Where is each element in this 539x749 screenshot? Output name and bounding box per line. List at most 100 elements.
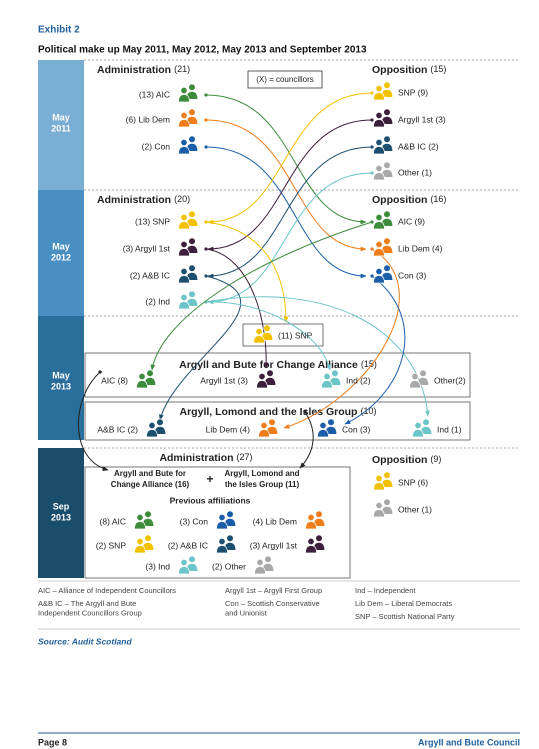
flow-start	[204, 247, 208, 251]
body	[178, 146, 190, 155]
member-label: (3) Argyll 1st	[123, 243, 171, 253]
flow-start	[370, 118, 374, 122]
people-icon	[253, 324, 274, 344]
body	[178, 566, 190, 575]
head	[268, 418, 276, 426]
people-icon	[216, 534, 237, 554]
arrows	[78, 91, 430, 471]
member-label: (2) Other	[212, 561, 246, 571]
head	[375, 267, 383, 276]
people-icon	[178, 210, 199, 230]
body	[178, 94, 190, 103]
head	[307, 537, 315, 546]
member-label: (8) AIC	[100, 516, 126, 526]
member-label: Con (3)	[342, 424, 371, 434]
people-icon	[178, 555, 199, 575]
people-icon	[305, 534, 326, 554]
flow-start	[370, 91, 374, 95]
people-icon	[373, 237, 394, 257]
group-name: Argyll and Bute for	[114, 469, 186, 478]
member-label: Lib Dem (4)	[398, 243, 443, 253]
period-label: Sep	[53, 501, 70, 511]
member-label: (2) SNP	[96, 540, 127, 550]
head	[264, 555, 272, 563]
people-icon	[178, 237, 199, 257]
people-icon	[136, 369, 157, 389]
head	[383, 471, 391, 479]
body	[373, 275, 385, 284]
body	[373, 92, 385, 101]
people-icon	[373, 498, 394, 518]
people-icon	[256, 369, 277, 389]
people-icon	[412, 418, 433, 438]
member-label: (2) A&B IC	[168, 540, 208, 550]
body	[178, 248, 190, 257]
head	[258, 372, 266, 381]
flow-start	[98, 370, 102, 374]
body	[258, 429, 270, 438]
body	[256, 380, 268, 389]
period-band	[38, 448, 84, 578]
head	[148, 421, 156, 430]
period-label: May	[52, 112, 70, 122]
body	[178, 221, 190, 230]
head	[331, 369, 339, 377]
flow-arrow	[205, 146, 367, 279]
flow-start	[370, 247, 374, 251]
body	[216, 545, 228, 554]
head	[383, 81, 391, 89]
head	[375, 111, 383, 120]
body	[321, 380, 333, 389]
head	[218, 537, 226, 546]
head	[256, 558, 264, 567]
member-label: AIC (8)	[101, 375, 128, 385]
heading: Opposition (16)	[372, 194, 446, 206]
head	[383, 264, 391, 272]
people-icon	[134, 510, 155, 530]
people-icon	[216, 510, 237, 530]
head	[188, 555, 196, 563]
people-icon	[373, 81, 394, 101]
people-icon	[373, 264, 394, 284]
head	[375, 213, 383, 222]
member-label: Other (1)	[398, 167, 432, 177]
title: Political make up May 2011, May 2012, Ma…	[38, 45, 367, 56]
flow-arrow	[283, 248, 400, 429]
head	[323, 372, 331, 381]
head	[188, 237, 196, 245]
flow-start	[204, 145, 208, 149]
member-label: Argyll 1st (3)	[200, 375, 248, 385]
people-icon	[373, 471, 394, 491]
flow-arrow	[205, 248, 269, 369]
member-label: A&B IC (2)	[398, 141, 439, 151]
flow-start	[370, 220, 374, 224]
body	[317, 429, 329, 438]
head	[188, 290, 196, 298]
flow-arrow	[158, 275, 242, 421]
flow-arrow	[207, 146, 373, 279]
people-icon	[409, 369, 430, 389]
legend-entry: and Unionist	[225, 608, 268, 617]
member-label: (2) A&B IC	[130, 270, 170, 280]
flow-arrow	[205, 94, 367, 225]
member-label: (13) AIC	[139, 89, 170, 99]
head	[383, 135, 391, 143]
period-band	[38, 316, 84, 440]
member-label: (11) SNP	[278, 330, 313, 340]
flow-arrow	[150, 221, 373, 371]
head	[375, 474, 383, 483]
legend-entry: AIC – Alliance of Independent Councillor…	[38, 586, 176, 595]
body	[146, 429, 158, 438]
heading: Opposition (9)	[372, 454, 441, 466]
key-box	[247, 70, 323, 89]
body	[178, 301, 190, 310]
head	[146, 369, 154, 377]
member-label: A&B IC (2)	[97, 424, 138, 434]
member-label: Lib Dem (4)	[206, 424, 251, 434]
head	[263, 324, 271, 332]
heading: Opposition (15)	[372, 64, 446, 76]
head	[383, 237, 391, 245]
people-icon	[321, 369, 342, 389]
head	[375, 240, 383, 249]
